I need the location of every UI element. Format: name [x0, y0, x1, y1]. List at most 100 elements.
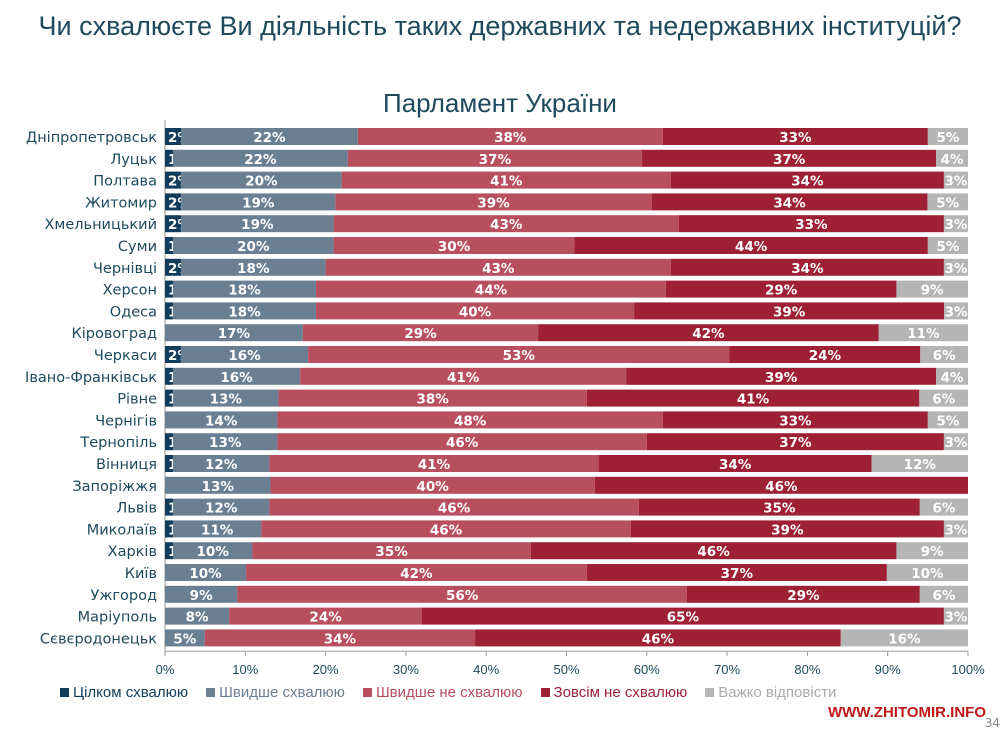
- data-label: 43%: [490, 217, 523, 233]
- bar-segment: [944, 302, 968, 320]
- bar-segment: [896, 542, 968, 560]
- data-label: 18%: [237, 261, 270, 277]
- bar-segment: [165, 324, 303, 342]
- bar-segment: [586, 564, 887, 581]
- bar-segment: [919, 585, 968, 603]
- data-label: 34%: [773, 195, 806, 211]
- data-label: 19%: [242, 195, 275, 211]
- bar-segment: [261, 520, 631, 538]
- data-label: 18%: [228, 304, 261, 320]
- bar-segment: [165, 542, 173, 560]
- data-label: 20%: [237, 239, 270, 255]
- bar-segment: [341, 171, 671, 189]
- bar-segment: [165, 411, 278, 429]
- x-tick-label: 0%: [156, 662, 175, 677]
- bar-segment: [475, 629, 841, 647]
- legend-label: Зовсім не схвалюю: [553, 684, 688, 701]
- bar-segment: [269, 498, 639, 516]
- legend-item: Цілком схвалюю: [60, 684, 188, 701]
- bar-segment: [300, 367, 627, 385]
- bar-segment: [237, 585, 687, 603]
- bar-segment: [670, 258, 944, 276]
- data-label: 11%: [201, 522, 234, 538]
- data-label: 22%: [244, 152, 277, 168]
- data-label: 10%: [189, 566, 222, 582]
- bar-segment: [927, 411, 968, 429]
- data-label: 12%: [205, 457, 238, 473]
- data-label: 9%: [921, 283, 944, 299]
- bar-segment: [670, 171, 944, 189]
- category-label: Чернігів: [95, 413, 157, 429]
- data-label: 3%: [944, 610, 967, 626]
- bar-segment: [172, 542, 253, 560]
- data-label: 35%: [375, 544, 408, 560]
- category-label: Хмельницький: [44, 217, 157, 233]
- bar-segment: [302, 324, 539, 342]
- x-tick-label: 100%: [951, 662, 985, 677]
- bar-segment: [642, 149, 937, 167]
- data-label: 6%: [932, 501, 955, 517]
- data-label: 38%: [494, 130, 527, 146]
- data-label: 6%: [933, 348, 956, 364]
- data-label: 53%: [503, 348, 536, 364]
- data-label: 13%: [209, 435, 242, 451]
- x-tick-label: 30%: [393, 662, 419, 677]
- legend-item: Зовсім не схвалюю: [540, 684, 688, 701]
- data-label: 14%: [205, 413, 238, 429]
- bar-segment: [181, 128, 358, 145]
- category-label: Запоріжжя: [72, 479, 157, 495]
- data-label: 48%: [454, 413, 487, 429]
- data-label: 46%: [430, 522, 463, 538]
- data-label: 9%: [190, 588, 213, 604]
- bar-segment: [886, 564, 968, 581]
- bar-segment: [165, 346, 181, 363]
- bar-segment: [165, 629, 205, 647]
- bar-segment: [173, 455, 270, 472]
- bar-segment: [574, 237, 928, 254]
- bar-segment: [333, 237, 575, 254]
- bar-segment: [165, 149, 173, 167]
- data-label: 34%: [324, 631, 357, 647]
- bar-segment: [878, 324, 968, 342]
- data-label: 34%: [719, 457, 752, 473]
- data-label: 4%: [941, 152, 964, 168]
- bar-segment: [165, 520, 174, 538]
- bar-segment: [936, 367, 968, 385]
- bar-segment: [278, 389, 587, 407]
- x-tick-label: 90%: [875, 662, 901, 677]
- data-label: 37%: [779, 435, 812, 451]
- legend-label: Важко відповісти: [718, 684, 837, 701]
- data-label: 46%: [642, 631, 675, 647]
- bar-segment: [662, 411, 928, 429]
- bar-segment: [335, 193, 652, 211]
- data-label: 3%: [944, 522, 967, 538]
- bar-segment: [165, 498, 174, 516]
- category-label: Львів: [116, 501, 157, 517]
- data-label: 39%: [477, 195, 510, 211]
- bar-segment: [840, 629, 968, 647]
- bar-segment: [651, 193, 928, 211]
- data-label: 37%: [479, 152, 512, 168]
- bar-segment: [421, 607, 944, 625]
- bar-segment: [325, 258, 671, 276]
- bar-segment: [665, 280, 897, 298]
- bar-segment: [943, 607, 968, 625]
- bar-segment: [943, 215, 968, 233]
- bar-segment: [316, 280, 666, 298]
- bar-segment: [165, 564, 247, 581]
- bar-segment: [277, 411, 663, 429]
- bar-segment: [943, 258, 968, 276]
- data-label: 19%: [241, 217, 274, 233]
- data-label: 3%: [944, 174, 967, 190]
- x-tick-label: 70%: [714, 662, 740, 677]
- data-label: 33%: [795, 217, 828, 233]
- data-label: 13%: [210, 392, 243, 408]
- x-tick-label: 80%: [794, 662, 820, 677]
- data-label: 5%: [936, 130, 959, 146]
- legend-item: Швидше не схвалюю: [362, 684, 523, 701]
- data-label: 42%: [692, 326, 725, 342]
- data-label: 5%: [936, 195, 959, 211]
- bar-segment: [936, 149, 968, 167]
- data-label: 37%: [773, 152, 806, 168]
